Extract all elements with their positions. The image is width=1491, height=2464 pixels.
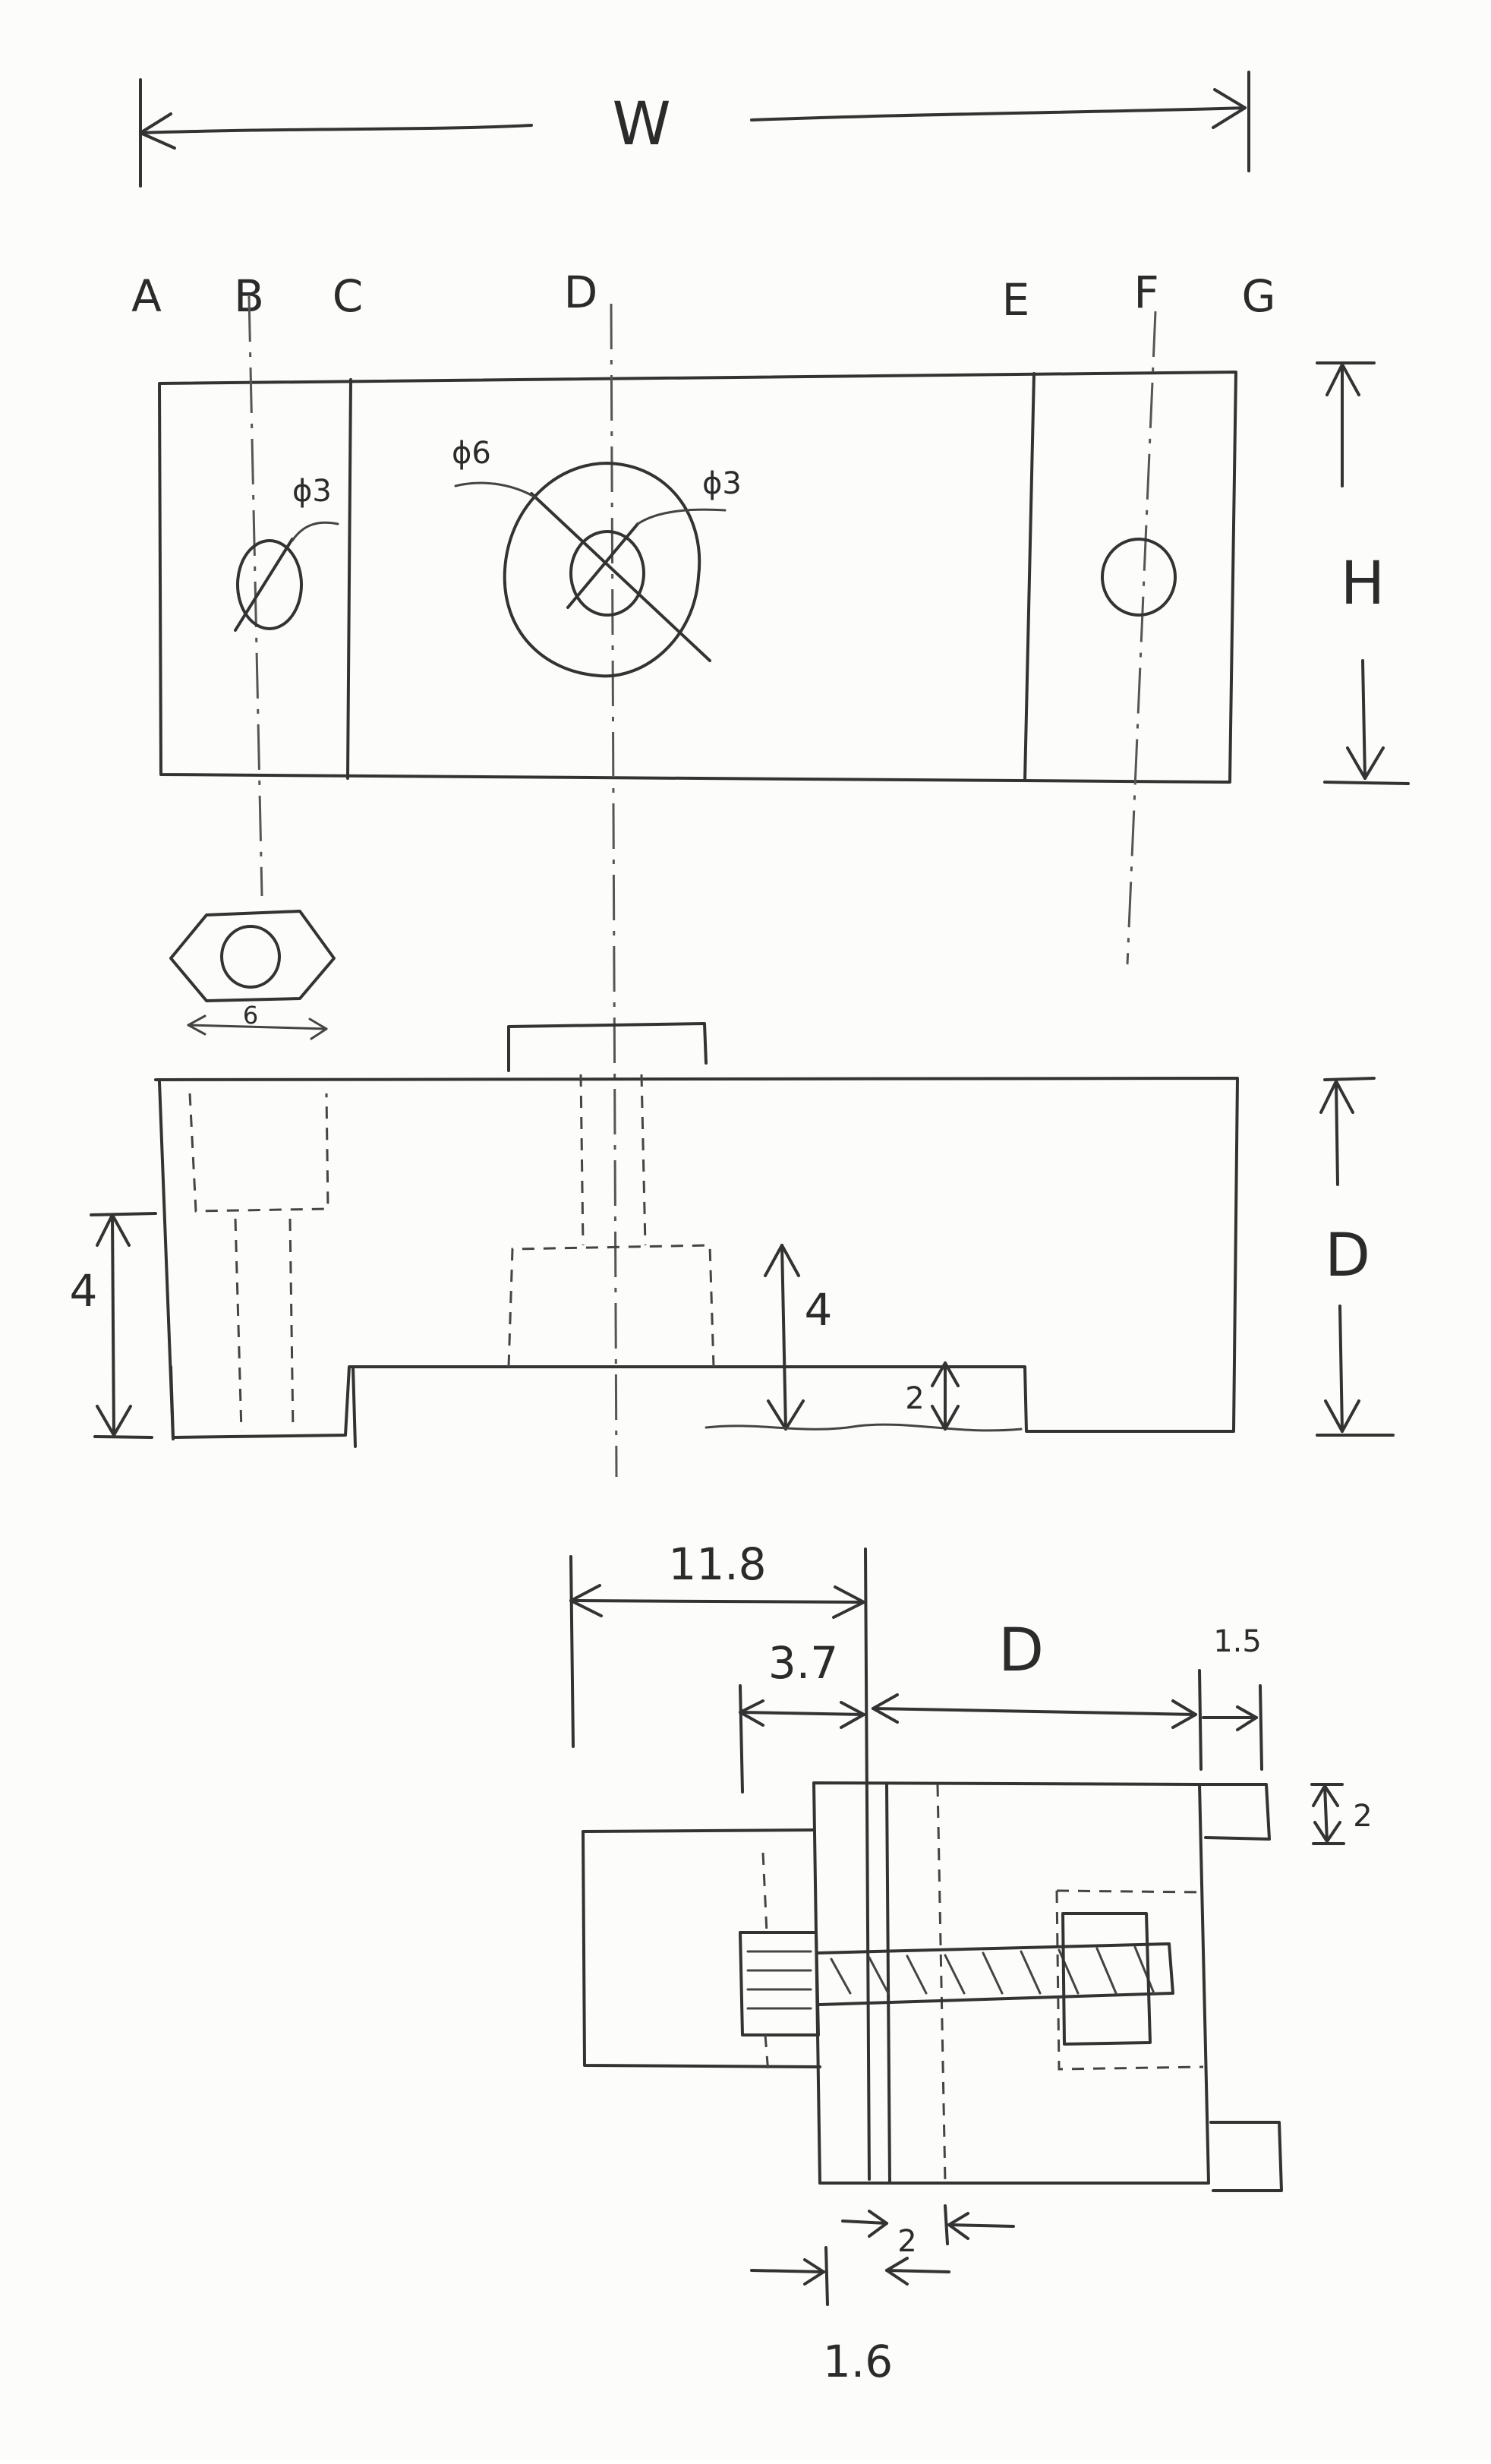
- top-view: ϕ3 ϕ6 ϕ3: [158, 295, 1237, 1478]
- center-step-label: 4: [805, 1284, 833, 1336]
- phi-large-label: ϕ6: [452, 436, 491, 471]
- total-label: 11.8: [668, 1538, 766, 1590]
- height-dimension: H: [1316, 361, 1410, 785]
- large-hole: [503, 462, 701, 678]
- right-step-label: 2: [905, 1381, 924, 1416]
- height-label: H: [1341, 550, 1385, 618]
- letter-a: A: [131, 270, 162, 322]
- hex-nut: 6: [169, 910, 336, 1040]
- letter-d: D: [564, 267, 598, 318]
- hex-width-label: 6: [243, 1001, 258, 1030]
- left-step-label: 4: [70, 1265, 98, 1317]
- screw-shaft: [817, 1942, 1174, 2006]
- left-hole: [236, 539, 303, 630]
- width-label: W: [612, 90, 670, 159]
- column-letters: A B C D E F G: [131, 267, 1275, 326]
- letter-f: F: [1133, 267, 1158, 318]
- inner-label: 3.7: [768, 1637, 838, 1689]
- letter-c: C: [333, 270, 364, 322]
- front-view: 4 4 2: [70, 1022, 1239, 1448]
- screw-head: [739, 1931, 820, 2037]
- phi-center-label: ϕ3: [702, 466, 742, 501]
- detail-depth-label: D: [998, 1617, 1044, 1685]
- gap-dim-label: 2: [897, 2224, 916, 2259]
- right-hole: [1101, 538, 1177, 617]
- detail-view: 11.8 3.7 D 1.5 2: [569, 1538, 1373, 2387]
- letter-g: G: [1242, 270, 1276, 322]
- right-dim-label: 1.5: [1213, 1624, 1262, 1659]
- plate-dim-label: 1.6: [823, 2336, 893, 2387]
- depth-dimension: D: [1316, 1077, 1395, 1437]
- letter-e: E: [1002, 274, 1030, 326]
- center-hole: [569, 530, 645, 617]
- depth-label: D: [1325, 1222, 1370, 1290]
- tab-dim-label: 2: [1353, 1799, 1372, 1834]
- nut-square: [1061, 1912, 1152, 2046]
- width-dimension: W: [139, 71, 1250, 188]
- phi-left-label: ϕ3: [292, 474, 332, 509]
